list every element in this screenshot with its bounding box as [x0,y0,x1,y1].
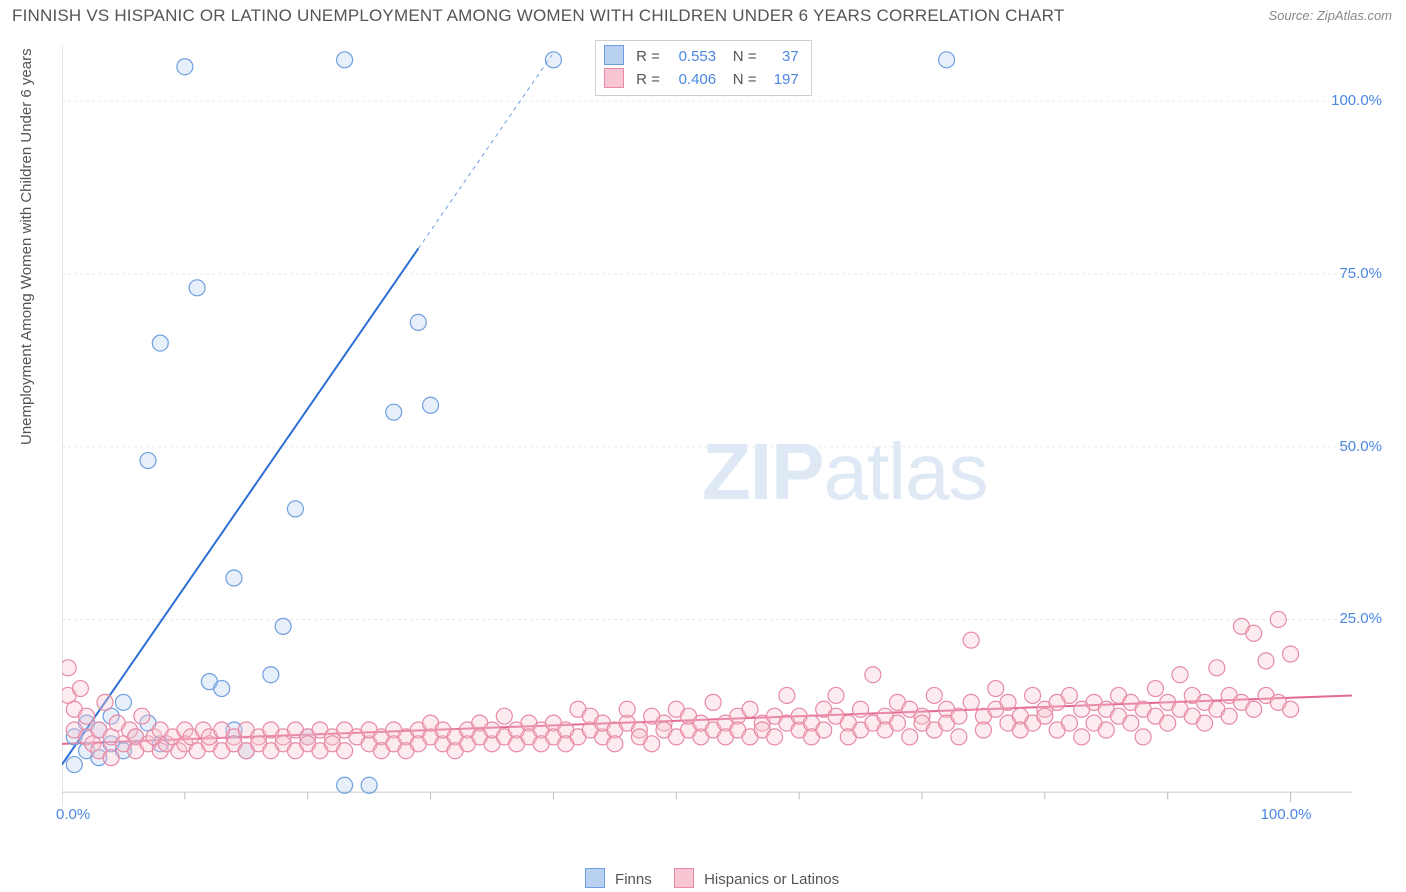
source-attribution: Source: ZipAtlas.com [1268,8,1392,23]
y-tick-label: 25.0% [1322,610,1382,627]
y-tick-label: 100.0% [1322,92,1382,109]
label-r: R = [636,71,660,88]
value-n-finns: 37 [761,46,799,68]
y-tick-label: 75.0% [1322,265,1382,282]
legend-label-finns: Finns [615,871,652,888]
page-title: FINNISH VS HISPANIC OR LATINO UNEMPLOYME… [12,6,1064,26]
y-tick-label: 50.0% [1322,438,1382,455]
legend-swatch-finns [585,868,605,888]
x-tick-label: 0.0% [56,806,90,823]
label-r: R = [636,48,660,65]
value-r-hispanics: 0.406 [664,69,716,91]
swatch-hispanics [604,68,624,88]
stats-row-hispanics: R = 0.406 N = 197 [604,68,799,91]
x-tick-label: 100.0% [1261,806,1312,823]
y-axis-label: Unemployment Among Women with Children U… [18,48,35,445]
correlation-stats: R = 0.553 N = 37 R = 0.406 N = 197 [595,40,812,96]
label-n: N = [733,48,757,65]
label-n: N = [733,71,757,88]
stats-row-finns: R = 0.553 N = 37 [604,45,799,68]
scatter-plot: ZIPatlas [62,36,1392,836]
legend-label-hispanics: Hispanics or Latinos [704,871,839,888]
legend-swatch-hispanics [674,868,694,888]
value-r-finns: 0.553 [664,46,716,68]
plot-svg [62,36,1392,836]
swatch-finns [604,45,624,65]
legend: Finns Hispanics or Latinos [0,868,1406,888]
value-n-hispanics: 197 [761,69,799,91]
